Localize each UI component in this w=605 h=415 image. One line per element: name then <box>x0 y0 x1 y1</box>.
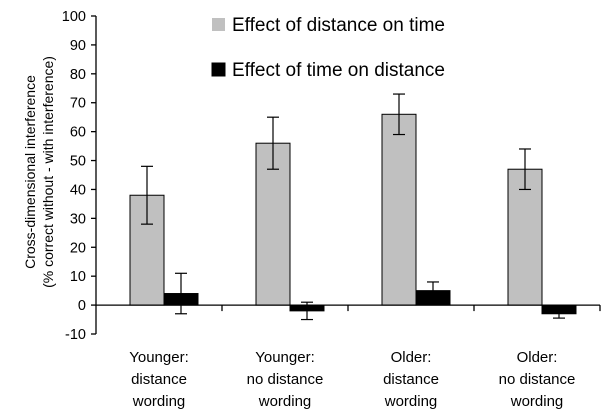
x-category-label: wording <box>510 393 564 410</box>
y-tick-label: 90 <box>70 38 86 54</box>
legend: Effect of distance on time Effect of time… <box>211 15 445 81</box>
y-tick-label: 70 <box>70 96 86 112</box>
bar <box>507 168 543 306</box>
y-tick-label: 30 <box>70 211 86 227</box>
x-category-label: no distance <box>499 371 576 388</box>
y-axis-label-line-1: Cross-dimensional interference <box>22 75 38 269</box>
y-axis-label-line-2: (% correct without - with interference) <box>40 56 56 288</box>
y-axis-label: Cross-dimensional interference (% correc… <box>22 56 56 288</box>
x-axis: Younger: distance wording Younger: no distan… <box>96 304 601 410</box>
y-tick-label: 20 <box>70 240 86 256</box>
y-tick-label: 80 <box>70 67 86 83</box>
x-category-label: distance <box>383 371 439 388</box>
x-category-label: no distance <box>247 371 324 388</box>
x-category-label: Older: <box>391 349 432 366</box>
bar <box>381 113 417 306</box>
y-tick-label: 0 <box>78 298 86 314</box>
x-category-label: Younger: <box>129 349 189 366</box>
bars <box>129 93 577 321</box>
x-category-label: wording <box>258 393 312 410</box>
legend-label: Effect of time on distance <box>232 60 445 81</box>
y-tick-label: -10 <box>65 327 86 343</box>
legend-label: Effect of distance on time <box>232 15 445 36</box>
x-category-label: Older: <box>517 349 558 366</box>
y-tick-label: 40 <box>70 182 86 198</box>
legend-swatch <box>212 18 225 31</box>
x-category-label: Younger: <box>255 349 315 366</box>
x-category-label: wording <box>132 393 186 410</box>
y-tick-label: 10 <box>70 269 86 285</box>
y-tick-label: 60 <box>70 125 86 141</box>
y-tick-label: 50 <box>70 154 86 170</box>
x-category-label: wording <box>384 393 438 410</box>
bar <box>129 194 165 306</box>
legend-swatch <box>211 62 226 77</box>
x-category-label: distance <box>131 371 187 388</box>
y-tick-label: 100 <box>62 9 86 25</box>
y-axis: -10 0 10 20 30 40 50 60 70 80 90 100 <box>62 9 97 343</box>
